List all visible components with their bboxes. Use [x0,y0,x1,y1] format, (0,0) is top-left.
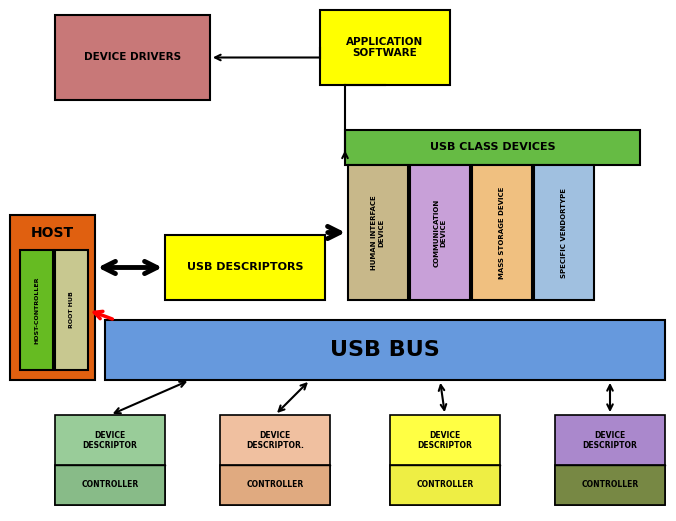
Text: HOST: HOST [31,226,74,240]
Text: HUMAN INTERFACE
DEVICE: HUMAN INTERFACE DEVICE [372,195,385,270]
Text: SPECIFIC VENDORTYPE: SPECIFIC VENDORTYPE [561,188,567,278]
Bar [555,415,665,505]
Text: CONTROLLER: CONTROLLER [246,480,304,489]
Text: DEVICE DRIVERS: DEVICE DRIVERS [84,53,181,63]
Text: CONTROLLER: CONTROLLER [581,480,639,489]
Bar [220,465,330,505]
Text: APPLICATION
SOFTWARE: APPLICATION SOFTWARE [346,36,424,58]
Bar [410,165,470,300]
Bar [348,165,408,300]
Text: HOST-CONTROLLER: HOST-CONTROLLER [34,276,39,344]
Bar [220,415,330,505]
Text: USB CLASS DEVICES: USB CLASS DEVICES [430,143,555,153]
Bar [55,415,165,505]
Bar [10,215,95,380]
Bar [105,320,665,380]
Bar [390,465,500,505]
Bar [320,10,450,85]
Bar [55,250,88,370]
Bar [20,250,53,370]
Bar [345,130,640,165]
Text: COMMUNICATION
DEVICE: COMMUNICATION DEVICE [433,199,447,267]
Text: DEVICE
DESCRIPTOR: DEVICE DESCRIPTOR [82,430,137,450]
Text: MASS STORAGE DEVICE: MASS STORAGE DEVICE [499,187,505,279]
Text: CONTROLLER: CONTROLLER [81,480,139,489]
Bar [55,15,210,100]
Text: DEVICE
DESCRIPTOR: DEVICE DESCRIPTOR [583,430,637,450]
Bar [555,465,665,505]
Bar [55,465,165,505]
Bar [472,165,532,300]
Text: ROOT HUB: ROOT HUB [69,292,74,328]
Bar [390,415,500,505]
Text: DEVICE
DESCRIPTOR.: DEVICE DESCRIPTOR. [246,430,304,450]
Text: USB BUS: USB BUS [330,340,440,360]
Bar [534,165,594,300]
Text: DEVICE
DESCRIPTOR: DEVICE DESCRIPTOR [418,430,473,450]
Text: USB DESCRIPTORS: USB DESCRIPTORS [187,263,304,272]
Text: CONTROLLER: CONTROLLER [416,480,474,489]
Bar [165,235,325,300]
